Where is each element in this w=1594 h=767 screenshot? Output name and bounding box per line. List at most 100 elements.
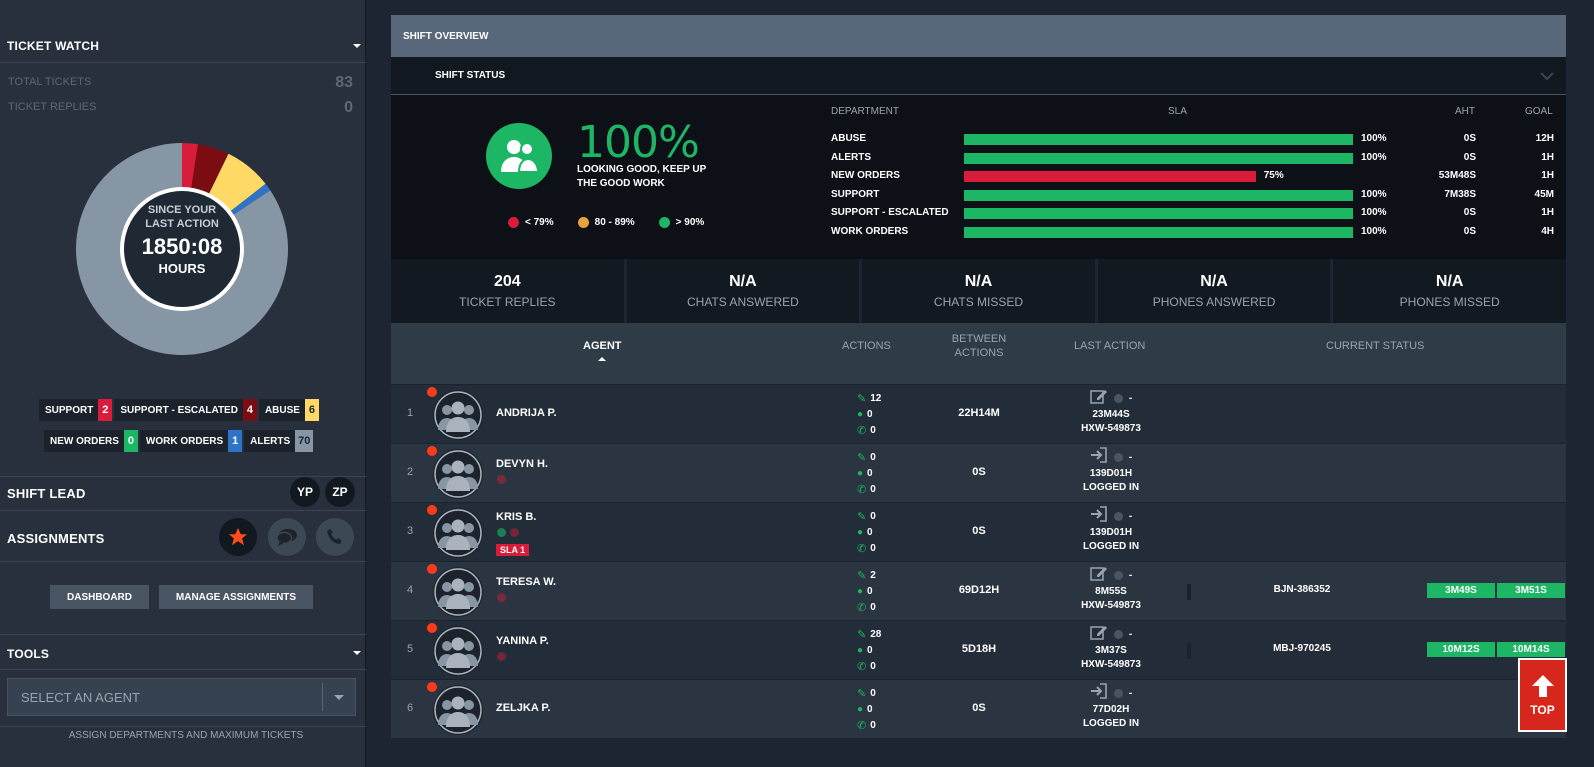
agent-name[interactable]: ANDRIJA P. bbox=[496, 407, 557, 419]
kpi-chats-answered: N/A CHATS ANSWERED bbox=[626, 259, 860, 323]
chip-new-orders[interactable]: NEW ORDERS 0 bbox=[44, 430, 138, 452]
kpi-label: TICKET REPLIES bbox=[459, 295, 556, 309]
main-panel: SHIFT OVERVIEW SHIFT STATUS 100% LOOKING… bbox=[391, 15, 1566, 738]
agent-name[interactable]: YANINA P. bbox=[496, 635, 549, 647]
agent-name[interactable]: KRIS B. bbox=[496, 511, 537, 523]
agent-name[interactable]: TERESA W. bbox=[496, 576, 557, 588]
shift-lead-title: SHIFT LEAD bbox=[7, 486, 86, 501]
sla-bar-fill bbox=[964, 134, 1353, 145]
chip-label: NEW ORDERS bbox=[50, 435, 119, 447]
chip-alerts[interactable]: ALERTS 70 bbox=[244, 430, 314, 452]
current-ticket[interactable]: BJN-386352 bbox=[1273, 584, 1331, 595]
sla-pct: 100% bbox=[1361, 188, 1387, 200]
chip-work-orders[interactable]: WORK ORDERS 1 bbox=[139, 430, 243, 452]
chat-count: 0 bbox=[867, 526, 873, 538]
chip-support-escalated[interactable]: SUPPORT - ESCALATED 4 bbox=[114, 399, 257, 421]
agent-name[interactable]: DEVYN H. bbox=[496, 458, 548, 470]
arrow-up-icon bbox=[1531, 675, 1554, 697]
ticket-watch-caret-icon[interactable] bbox=[353, 44, 361, 48]
header-department: DEPARTMENT bbox=[831, 106, 899, 117]
top-label: TOP bbox=[1530, 703, 1555, 717]
table-row[interactable]: 4 TERESA W. ✎ 2 ● 0 ✆ 0 69D12H - bbox=[391, 561, 1566, 620]
kpi-chats-missed: N/A CHATS MISSED bbox=[862, 259, 1095, 323]
kpi-ticket-replies: 204 TICKET REPLIES bbox=[391, 259, 624, 323]
sla-dept-name: NEW ORDERS bbox=[831, 170, 900, 182]
chevron-down-icon[interactable] bbox=[323, 694, 355, 700]
agent-select[interactable]: SELECT AN AGENT bbox=[7, 678, 356, 716]
sla-legend: < 79% 80 - 89% > 90% bbox=[508, 217, 704, 228]
avatar[interactable] bbox=[433, 567, 483, 622]
table-row[interactable]: 5 YANINA P. ✎ 28 ● 0 ✆ 0 5D18H - bbox=[391, 620, 1566, 679]
avatar[interactable] bbox=[433, 626, 483, 681]
avatar[interactable] bbox=[433, 449, 483, 504]
actions-cell: ✎ 0 ● 0 ✆ 0 bbox=[857, 449, 876, 497]
chip-support[interactable]: SUPPORT 2 bbox=[39, 399, 113, 421]
donut-line1: SINCE YOUR bbox=[147, 204, 217, 216]
back-to-top-button[interactable]: TOP bbox=[1518, 658, 1567, 732]
dash: - bbox=[1128, 569, 1133, 581]
column-agent[interactable]: AGENT bbox=[583, 340, 622, 352]
sla-bar-track bbox=[964, 189, 1353, 201]
chat-count: 0 bbox=[867, 408, 873, 420]
table-row[interactable]: 6 ZELJKA P. ✎ 0 ● 0 ✆ 0 0S - bbox=[391, 679, 1566, 738]
shift-status-header[interactable]: SHIFT STATUS bbox=[391, 57, 1566, 95]
dash: - bbox=[1128, 392, 1133, 404]
sla-bar-track bbox=[964, 152, 1353, 164]
agent-badges bbox=[497, 528, 523, 537]
table-row[interactable]: 2 DEVYN H. ✎ 0 ● 0 ✆ 0 0S - bbox=[391, 443, 1566, 502]
between-actions: 22H14M bbox=[958, 407, 1000, 419]
shift-overview-header: SHIFT OVERVIEW bbox=[391, 15, 1566, 57]
donut-center bbox=[124, 191, 240, 307]
chat-icon: ● bbox=[857, 644, 864, 656]
row-number: 1 bbox=[407, 407, 414, 419]
table-row[interactable]: 1 ANDRIJA P. ✎ 12 ● 0 ✆ 0 22H14M - bbox=[391, 384, 1566, 443]
chevron-down-icon[interactable] bbox=[1540, 72, 1554, 81]
star-icon[interactable] bbox=[219, 518, 257, 556]
edit-count: 2 bbox=[870, 569, 876, 581]
chip-row-2: NEW ORDERS 0 WORK ORDERS 1 ALERTS 70 bbox=[44, 430, 314, 452]
status-dot bbox=[1113, 393, 1123, 403]
legend-item: > 90% bbox=[658, 217, 704, 228]
header-aht: AHT bbox=[1455, 106, 1475, 117]
agent-select-placeholder: SELECT AN AGENT bbox=[21, 689, 140, 705]
phone-icon[interactable] bbox=[316, 518, 354, 556]
donut-unit: HOURS bbox=[158, 261, 206, 276]
team-icon bbox=[486, 123, 552, 189]
edit-count: 0 bbox=[870, 687, 876, 699]
row-number: 6 bbox=[407, 702, 414, 714]
call-count: 0 bbox=[870, 483, 876, 495]
shift-lead-avatar[interactable]: ZP bbox=[325, 477, 355, 507]
sla-goal: 12H bbox=[1535, 133, 1554, 144]
edit-icon: ✎ bbox=[857, 510, 867, 523]
legend-dot-green bbox=[658, 217, 670, 228]
chip-abuse[interactable]: ABUSE 6 bbox=[258, 399, 319, 421]
table-row[interactable]: 3 KRIS B. SLA 1 ✎ 0 ● 0 ✆ 0 0S - bbox=[391, 502, 1566, 561]
kpi-label: CHATS MISSED bbox=[933, 295, 1024, 309]
last-action-cell: - 23M44S HXW-549873 bbox=[1071, 389, 1151, 434]
current-ticket[interactable]: MBJ-970245 bbox=[1273, 643, 1331, 654]
last-action-cell: - 139D01H LOGGED IN bbox=[1071, 446, 1151, 493]
sla-pct: 100% bbox=[1361, 133, 1387, 144]
avatar[interactable] bbox=[433, 685, 483, 740]
total-tickets-label: TOTAL TICKETS bbox=[8, 76, 92, 88]
sla-bar-fill bbox=[964, 189, 1353, 201]
shift-lead-avatar[interactable]: YP bbox=[290, 477, 320, 507]
last-action-ref: LOGGED IN bbox=[1082, 541, 1140, 552]
phone-icon: ✆ bbox=[857, 660, 867, 673]
agent-name[interactable]: ZELJKA P. bbox=[496, 702, 551, 714]
status-dot bbox=[1113, 688, 1123, 698]
avatar[interactable] bbox=[433, 390, 483, 445]
column-actions: ACTIONS bbox=[842, 340, 891, 352]
legend-label: 80 - 89% bbox=[594, 217, 635, 228]
avatar[interactable] bbox=[433, 508, 483, 563]
sla-bar-track bbox=[964, 227, 1353, 238]
chat-icon[interactable] bbox=[268, 518, 306, 556]
chat-icon: ● bbox=[857, 526, 864, 538]
chat-count: 0 bbox=[867, 585, 873, 597]
dashboard-button[interactable]: DASHBOARD bbox=[50, 585, 149, 609]
manage-assignments-button[interactable]: MANAGE ASSIGNMENTS bbox=[159, 585, 313, 609]
sla-pct: 100% bbox=[1361, 226, 1387, 237]
sort-asc-icon[interactable] bbox=[598, 357, 606, 361]
tools-caret-icon[interactable] bbox=[353, 651, 361, 655]
sla-bar-track bbox=[964, 171, 1353, 183]
